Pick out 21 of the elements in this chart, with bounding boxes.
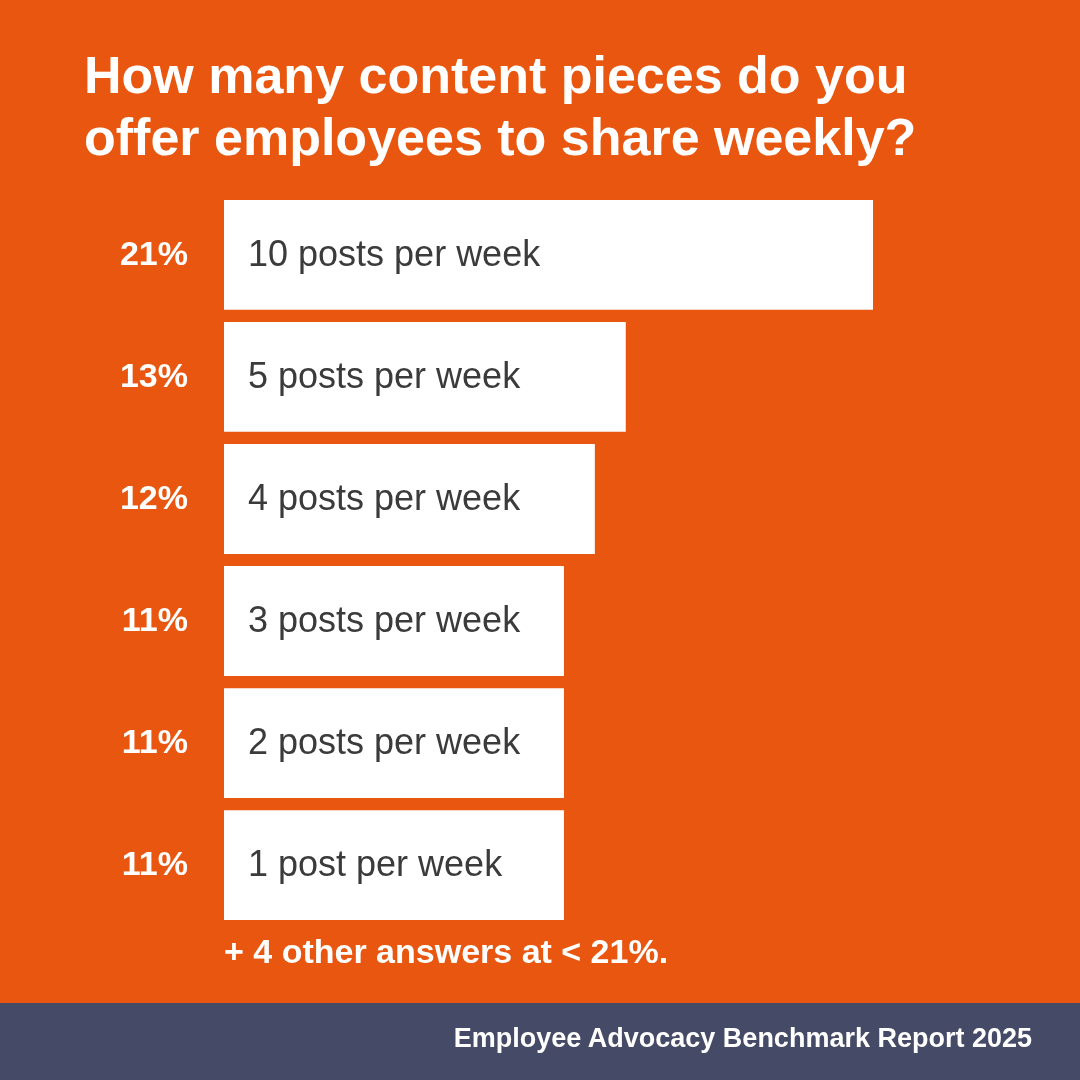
data-label: 13%: [119, 355, 188, 394]
bar: [224, 444, 595, 554]
bar: [224, 810, 564, 920]
y-tick-label: 3 posts per week: [248, 599, 522, 641]
y-tick-label: 1 post per week: [248, 843, 504, 885]
data-label: 11%: [121, 600, 188, 639]
bar: [224, 322, 626, 432]
text: Employee Advocacy Benchmark Report 2025: [453, 1023, 1032, 1054]
chart-title: How many content pieces do you offer employees to share weekly?: [84, 45, 918, 168]
data-label: 11%: [121, 844, 188, 883]
text: + 4 other answers at < 21%.: [224, 932, 669, 971]
y-tick-label: 5 posts per week: [248, 354, 522, 396]
data-label: 11%: [121, 722, 188, 761]
data-label: 12%: [119, 477, 188, 516]
y-tick-label: 10 posts per week: [248, 232, 542, 274]
data-label: 21%: [119, 233, 188, 272]
y-tick-label: 2 posts per week: [248, 721, 522, 763]
bar: [224, 200, 873, 310]
bar: [224, 688, 564, 798]
y-tick-label: 4 posts per week: [248, 476, 522, 518]
bar: [224, 566, 564, 676]
